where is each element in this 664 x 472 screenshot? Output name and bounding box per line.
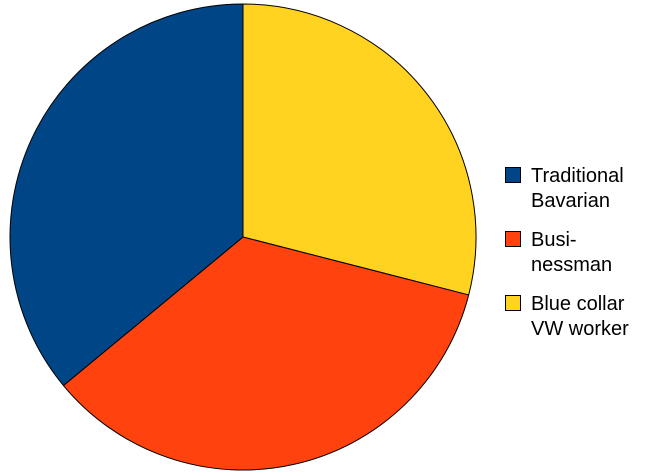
legend-label: Traditional Bavarian: [531, 165, 624, 212]
legend-label: Blue collar VW worker: [531, 293, 629, 340]
legend-swatch: [505, 295, 521, 311]
pie-slice-blue-collar-vw-worker: [242, 3, 477, 296]
legend: Traditional Bavarian Busi- nessman Blue …: [505, 164, 664, 356]
legend-item-traditional-bavarian: Traditional Bavarian: [505, 164, 664, 228]
pie-slice-businessman: [62, 236, 470, 471]
legend-swatch: [505, 167, 521, 183]
legend-item-businessman: Busi- nessman: [505, 228, 664, 292]
legend-item-blue-collar-vw-worker: Blue collar VW worker: [505, 292, 664, 356]
legend-swatch: [505, 231, 521, 247]
pie-slice-traditional-bavarian: [9, 3, 244, 387]
legend-label: Busi- nessman: [531, 229, 613, 276]
